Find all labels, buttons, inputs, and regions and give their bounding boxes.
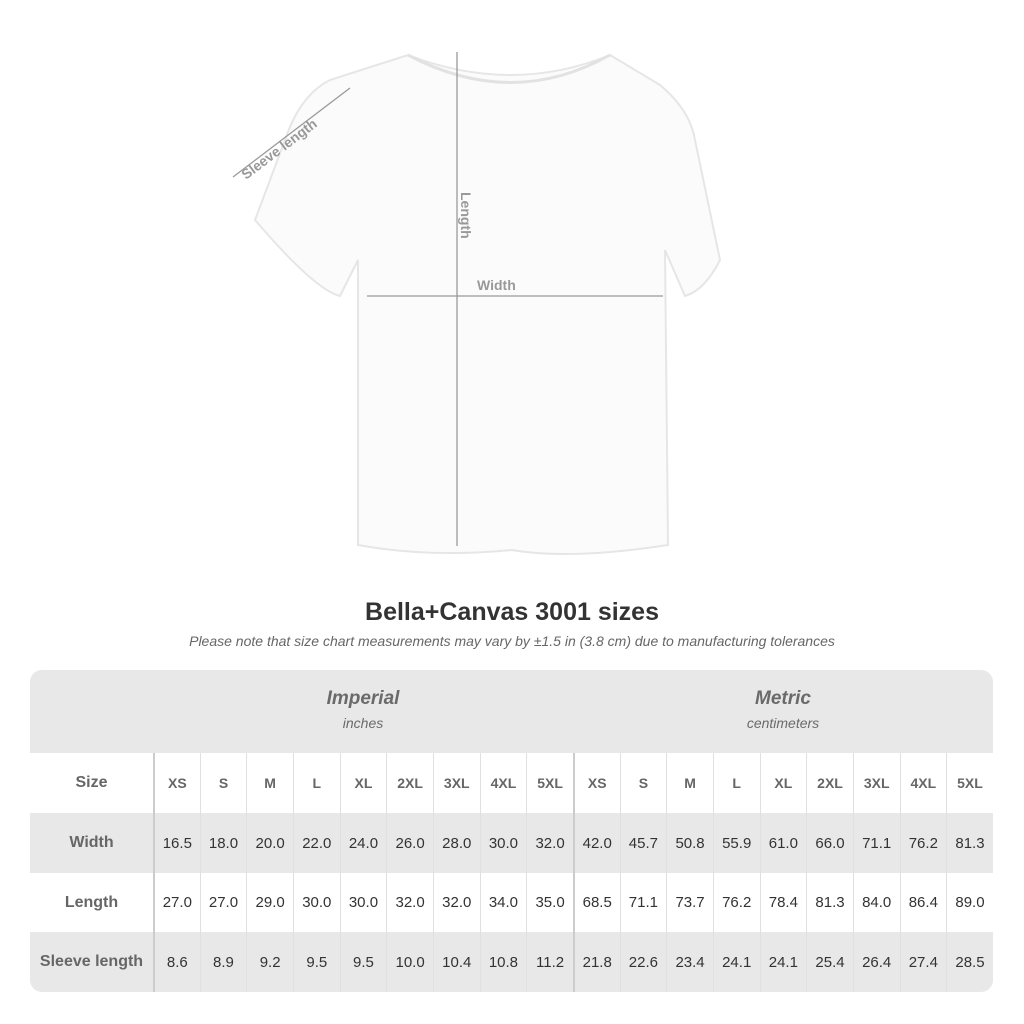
tolerance-note: Please note that size chart measurements… — [189, 633, 835, 649]
row-label: Size — [75, 774, 108, 791]
row-label: Sleeve length — [39, 953, 144, 970]
table-cell: 24.1 — [759, 932, 807, 992]
table-cell: 26.4 — [852, 932, 900, 992]
table-cell: 20.0 — [246, 813, 293, 873]
table-cell: 61.0 — [759, 813, 807, 873]
table-cell: 30.0 — [292, 873, 340, 932]
table-cell: 81.3 — [806, 873, 853, 932]
table-cell: 28.0 — [432, 813, 480, 873]
table-cell: 73.7 — [666, 873, 713, 932]
table-cell: 11.2 — [526, 932, 573, 992]
table-row: Sleeve length 8.6 8.9 9.2 9.5 9.5 10.0 10.4 10.8… — [30, 932, 993, 992]
table-cell: 34.0 — [479, 873, 527, 932]
imperial-header: Imperial inches — [153, 670, 573, 753]
length-label: Length — [458, 192, 474, 239]
table-cell: 66.0 — [806, 813, 853, 873]
tshirt-shape — [253, 53, 722, 555]
table-cell: 18.0 — [199, 813, 247, 873]
table-cell: 78.4 — [759, 873, 807, 932]
table-cell: 25.4 — [806, 932, 853, 992]
width-label: Width — [477, 277, 516, 293]
table-cell: 84.0 — [852, 873, 900, 932]
table-cell: 42.0 — [572, 813, 620, 873]
table-cell: 68.5 — [572, 873, 620, 932]
table-cell: 4XL — [479, 753, 527, 813]
table-cell: 22.0 — [292, 813, 340, 873]
table-cell: 9.5 — [339, 932, 387, 992]
table-cell: 71.1 — [852, 813, 900, 873]
metric-header: Metric centimeters — [573, 670, 993, 753]
size-table: Imperial inches Metric centimeters Size X… — [30, 670, 993, 992]
size-header-row: Size XS S M L XL 2XL 3XL 4XL 5XL XS S M L XL 2XL 3XL 4XL 5… — [30, 753, 993, 813]
table-cell: 30.0 — [479, 813, 527, 873]
table-cell: L — [712, 753, 760, 813]
table-cell: 30.0 — [339, 873, 387, 932]
row-label: Width — [69, 834, 114, 851]
table-cell: 50.8 — [666, 813, 713, 873]
table-cell: M — [666, 753, 713, 813]
chart-title: Bella+Canvas 3001 sizes — [365, 598, 659, 626]
table-cell: 10.4 — [432, 932, 480, 992]
table-cell: 27.0 — [153, 873, 200, 932]
table-cell: XS — [572, 753, 620, 813]
table-cell: S — [199, 753, 247, 813]
table-cell: 76.2 — [712, 873, 760, 932]
table-cell: 2XL — [806, 753, 853, 813]
table-cell: 10.0 — [386, 932, 433, 992]
table-cell: 32.0 — [432, 873, 480, 932]
metric-label: Metric — [755, 688, 811, 709]
imperial-unit: inches — [342, 715, 384, 731]
table-cell: 55.9 — [712, 813, 760, 873]
table-cell: 27.4 — [899, 932, 947, 992]
table-cell: 26.0 — [386, 813, 433, 873]
table-cell: 8.9 — [199, 932, 247, 992]
table-cell: 28.5 — [946, 932, 993, 992]
table-cell: 3XL — [852, 753, 900, 813]
table-cell: 9.2 — [246, 932, 293, 992]
table-row: Width 16.5 18.0 20.0 22.0 24.0 26.0 28.0 30.0 32.… — [30, 813, 993, 873]
table-cell: 23.4 — [666, 932, 713, 992]
table-cell: 21.8 — [572, 932, 620, 992]
table-cell: 24.1 — [712, 932, 760, 992]
table-cell: 5XL — [526, 753, 573, 813]
table-cell: 5XL — [946, 753, 993, 813]
table-cell: 86.4 — [899, 873, 947, 932]
table-cell: 32.0 — [526, 813, 573, 873]
table-cell: 16.5 — [153, 813, 200, 873]
metric-unit: centimeters — [746, 715, 820, 731]
table-cell: XL — [759, 753, 807, 813]
collar — [407, 53, 611, 84]
table-cell: 29.0 — [246, 873, 293, 932]
table-cell: 8.6 — [153, 932, 200, 992]
table-cell: 9.5 — [292, 932, 340, 992]
table-cell: M — [246, 753, 293, 813]
table-cell: 3XL — [432, 753, 480, 813]
table-cell: 81.3 — [946, 813, 993, 873]
row-label: Length — [64, 893, 119, 911]
table-cell: 32.0 — [386, 873, 433, 932]
table-cell: 27.0 — [199, 873, 247, 932]
sleeve-measure-line — [232, 87, 351, 178]
table-cell: 76.2 — [899, 813, 947, 873]
table-cell: 45.7 — [619, 813, 667, 873]
table-cell: 89.0 — [946, 873, 993, 932]
table-cell: 2XL — [386, 753, 433, 813]
table-cell: S — [619, 753, 667, 813]
table-cell: 71.1 — [619, 873, 667, 932]
table-cell: 22.6 — [619, 932, 667, 992]
table-cell: XS — [153, 753, 200, 813]
table-cell: 35.0 — [526, 873, 573, 932]
table-cell: L — [292, 753, 340, 813]
tshirt-diagram: Sleeve length Length Width — [232, 52, 722, 555]
table-cell: 10.8 — [479, 932, 527, 992]
imperial-label: Imperial — [326, 688, 400, 709]
table-row: Length 27.0 27.0 29.0 30.0 30.0 32.0 32.0 34.0 35… — [30, 873, 993, 932]
table-cell: 24.0 — [339, 813, 387, 873]
table-cell: 4XL — [899, 753, 947, 813]
table-cell: XL — [339, 753, 387, 813]
